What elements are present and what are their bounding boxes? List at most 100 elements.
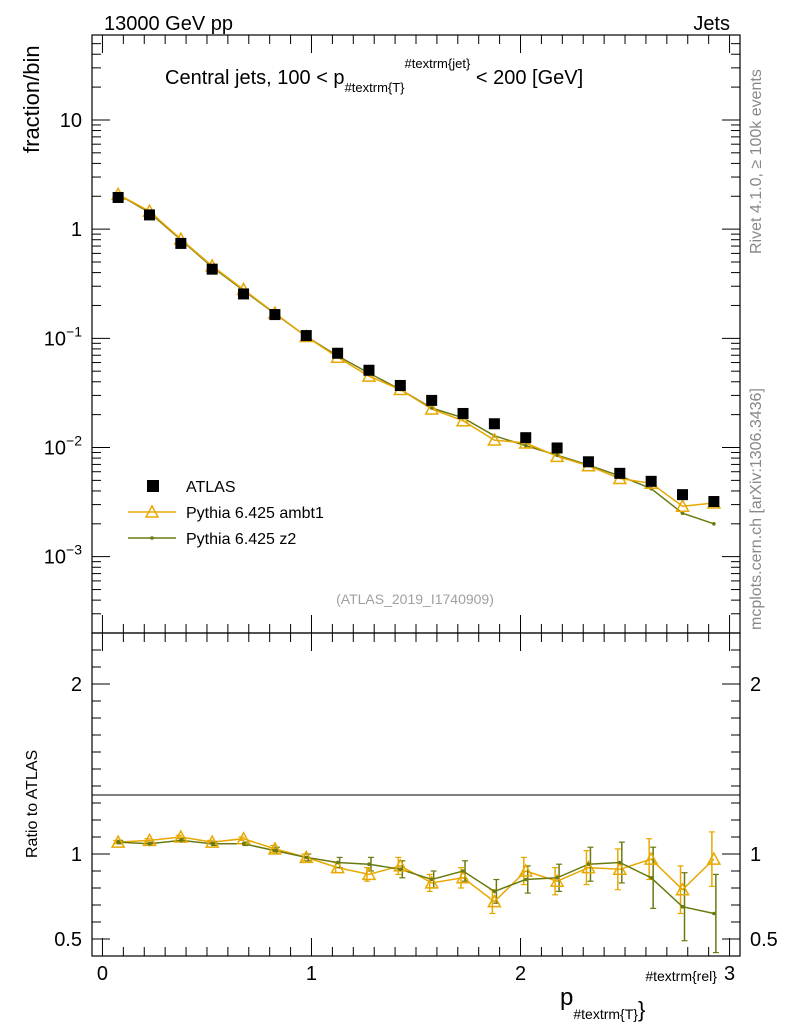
z2-ratio-line	[118, 839, 715, 915]
y-tick-label: 10−3	[44, 542, 82, 569]
y-tick-label: 10	[60, 110, 82, 132]
ambt1-point	[549, 448, 565, 463]
ambt1-ratio-point	[204, 834, 220, 848]
atlas-point	[614, 467, 626, 479]
y-tick-label: 10−2	[44, 433, 82, 460]
atlas-point	[143, 209, 155, 221]
ambt1-point	[424, 401, 439, 415]
ambt1-ratio-point	[330, 860, 345, 874]
header-energy-label: 13000 GeV pp	[104, 13, 233, 35]
z2-point	[712, 522, 716, 526]
ambt1-ratio-point	[581, 860, 596, 874]
z2-ratio-point	[116, 840, 120, 844]
z2-ratio-point	[273, 848, 277, 853]
ambt1-ratio-point	[361, 866, 377, 881]
z2-ratio-point	[461, 869, 465, 873]
z2-ratio-point	[429, 877, 434, 882]
ratio-y-tick-label: 0.5	[54, 929, 82, 951]
z2-point	[429, 406, 434, 410]
z2-ratio-point	[398, 867, 403, 872]
z2-point	[523, 443, 528, 448]
ratio-y-tick-label-right: 1	[750, 844, 761, 866]
plot-title: Central jets, 100 < p#textrm{T} #textrm{j…	[165, 56, 583, 95]
ambt1-point	[675, 498, 690, 512]
mcplots-reference-label: mcplots.cern.ch [arXiv:1306.3436]	[748, 388, 765, 630]
x-tick-label: 0	[97, 963, 108, 985]
rivet-version-label: Rivet 4.1.0, ≥ 100k events	[748, 69, 765, 254]
z2-ratio-point	[555, 876, 559, 880]
x-axis-label-superscript: #textrm{rel}	[645, 968, 717, 984]
ambt1-point	[487, 432, 502, 446]
atlas-point	[394, 379, 406, 391]
header-process-label: Jets	[693, 13, 730, 35]
plot-title-tail: < 200 [GeV]	[470, 67, 583, 89]
x-tick-label: 2	[515, 963, 526, 985]
z2-ratio-point	[241, 842, 246, 846]
ambt1-ratio-point	[424, 875, 439, 889]
ambt1-point	[455, 413, 471, 427]
z2-ratio-point	[492, 889, 497, 894]
z2-ratio-point	[649, 876, 653, 880]
ambt1-ratio-point	[267, 841, 283, 855]
z2-point	[680, 511, 685, 516]
ambt1-ratio-point	[675, 882, 690, 896]
z2-ratio-point	[179, 838, 183, 843]
x-tick-label: 3	[724, 963, 735, 985]
ambt1-ratio-point	[643, 851, 659, 865]
analysis-watermark: (ATLAS_2019_I1740909)	[336, 591, 494, 607]
ratio-y-tick-label-right: 2	[750, 674, 761, 696]
main-panel-ticks: 10−3 10−2 10−1 1 10	[44, 34, 740, 634]
ratio-panel-series	[110, 829, 722, 954]
legend-marker-z2	[150, 536, 154, 540]
plot-title-superscript: #textrm{jet}	[405, 56, 471, 71]
z2-ratio-point	[367, 862, 371, 866]
ratio-panel-frame	[91, 632, 741, 957]
ambt1-ratio-point	[487, 894, 502, 908]
z2-ratio-point	[586, 862, 591, 866]
atlas-point	[206, 263, 218, 275]
ratio-y-tick-label: 1	[71, 844, 82, 866]
x-axis-label-brace: }	[638, 997, 645, 1022]
y-axis-label: fraction/bin	[19, 45, 44, 153]
ambt1-ratio-point	[612, 861, 628, 876]
z2-ratio-point	[618, 860, 622, 865]
y-tick-label: 1	[71, 219, 82, 241]
z2-ratio-point	[523, 877, 528, 882]
atlas-point	[426, 394, 438, 406]
ratio-y-tick-label: 2	[71, 674, 82, 696]
atlas-point	[112, 191, 124, 203]
atlas-point	[175, 237, 187, 249]
z2-ratio-point	[680, 904, 685, 909]
plot-title-main: Central jets, 100 < p	[165, 67, 345, 89]
y-tick-label: 10−1	[44, 323, 82, 350]
z2-ratio-point	[304, 855, 309, 860]
atlas-point	[677, 489, 689, 501]
x-axis-label-main: p	[560, 984, 573, 1011]
z2-ratio-point	[712, 911, 716, 916]
legend-marker-ambt1	[144, 504, 160, 518]
atlas-point	[551, 442, 563, 454]
atlas-point	[363, 364, 375, 376]
z2-ratio-point	[335, 860, 340, 865]
atlas-point	[457, 407, 469, 419]
ambt1-ratio-point	[706, 851, 722, 865]
atlas-point	[300, 330, 312, 342]
ambt1-ratio-point	[549, 873, 565, 887]
z2-ratio-point	[147, 842, 152, 846]
ratio-axis-label: Ratio to ATLAS	[24, 750, 41, 858]
atlas-point	[488, 418, 500, 430]
z2-ratio-point	[210, 842, 214, 846]
ambt1-ratio-point	[518, 863, 534, 877]
atlas-point	[708, 496, 720, 508]
main-panel-series	[110, 186, 722, 526]
atlas-point	[238, 288, 250, 300]
x-axis-label-subscript: #textrm{T}	[573, 1006, 638, 1022]
legend-label-z2: Pythia 6.425 z2	[186, 531, 296, 548]
atlas-point	[332, 347, 344, 359]
legend-label-atlas: ATLAS	[186, 479, 236, 496]
atlas-point	[269, 309, 281, 321]
plot-title-subscript: #textrm{T}	[345, 80, 406, 95]
legend-label-ambt1: Pythia 6.425 ambt1	[186, 505, 324, 522]
